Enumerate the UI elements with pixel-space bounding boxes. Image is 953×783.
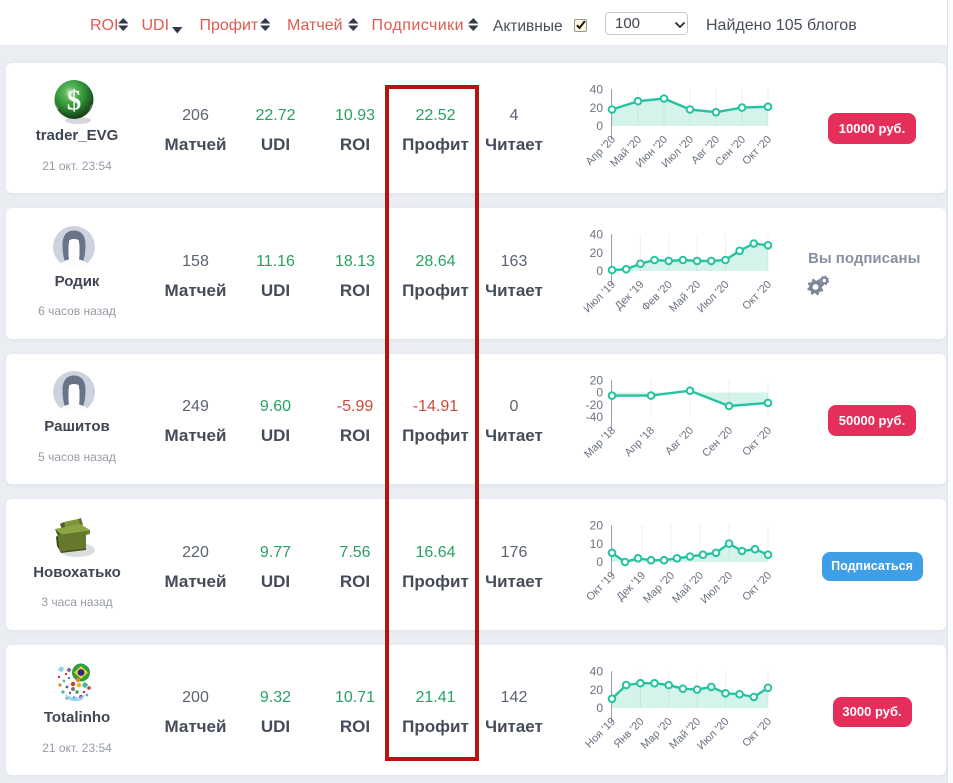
svg-text:0: 0 — [596, 555, 603, 569]
svg-text:10: 10 — [590, 537, 604, 551]
svg-text:40: 40 — [590, 664, 604, 678]
svg-text:20: 20 — [590, 100, 604, 114]
svg-text:20: 20 — [590, 246, 604, 260]
svg-text:Окт '20: Окт '20 — [740, 570, 774, 604]
svg-text:Окт '20: Окт '20 — [740, 133, 774, 167]
svg-text:Мар '18: Мар '18 — [582, 424, 618, 460]
svg-text:Окт '20: Окт '20 — [740, 716, 774, 750]
svg-text:Июл '20: Июл '20 — [699, 570, 736, 607]
svg-text:0: 0 — [596, 264, 603, 278]
svg-text:Окт '20: Окт '20 — [740, 424, 774, 458]
svg-text:20: 20 — [590, 373, 604, 387]
svg-text:20: 20 — [590, 519, 604, 533]
svg-text:Окт '19: Окт '19 — [584, 570, 618, 604]
svg-text:0: 0 — [596, 701, 603, 715]
svg-text:Мар '20: Мар '20 — [641, 570, 677, 606]
svg-text:0: 0 — [596, 385, 603, 399]
svg-text:Июл '19: Июл '19 — [582, 279, 619, 316]
svg-text:40: 40 — [590, 228, 604, 242]
svg-text:Ноя '19: Ноя '19 — [583, 716, 618, 751]
svg-text:Апр '18: Апр '18 — [623, 424, 658, 459]
svg-text:20: 20 — [590, 683, 604, 697]
svg-text:Авг '20: Авг '20 — [663, 424, 696, 457]
svg-text:0: 0 — [596, 119, 603, 133]
svg-text:$: $ — [67, 84, 82, 116]
svg-text:Сен '20: Сен '20 — [700, 424, 735, 459]
svg-text:-40: -40 — [586, 410, 604, 424]
svg-text:Июл '20: Июл '20 — [695, 716, 732, 753]
svg-text:-20: -20 — [586, 398, 604, 412]
svg-text:Окт '20: Окт '20 — [740, 279, 774, 313]
svg-text:40: 40 — [590, 82, 604, 96]
svg-text:Июл '20: Июл '20 — [695, 279, 732, 316]
